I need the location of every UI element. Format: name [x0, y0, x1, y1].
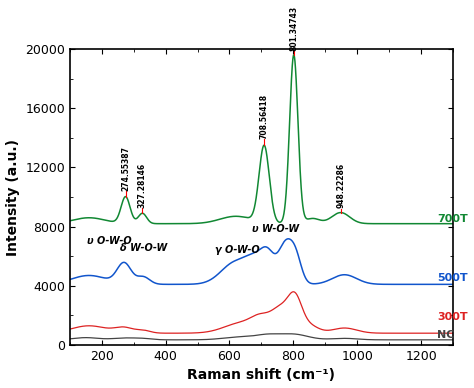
Text: 300T: 300T [437, 312, 468, 322]
Text: NC: NC [437, 331, 455, 340]
Text: 700T: 700T [437, 214, 468, 224]
Text: 801.34743: 801.34743 [289, 5, 298, 51]
Text: 327.28146: 327.28146 [138, 163, 147, 208]
Text: 948.22286: 948.22286 [336, 163, 345, 208]
Text: 500T: 500T [437, 274, 468, 283]
Text: 274.55387: 274.55387 [121, 146, 130, 191]
Text: δ W-O-W: δ W-O-W [120, 242, 167, 253]
Text: υ W-O-W: υ W-O-W [253, 224, 300, 234]
X-axis label: Raman shift (cm⁻¹): Raman shift (cm⁻¹) [187, 369, 336, 383]
Y-axis label: Intensity (a.u.): Intensity (a.u.) [6, 139, 19, 256]
Text: υ O-W-O: υ O-W-O [87, 236, 132, 246]
Text: 708.56418: 708.56418 [260, 94, 269, 139]
Text: γ O-W-O: γ O-W-O [215, 246, 260, 255]
